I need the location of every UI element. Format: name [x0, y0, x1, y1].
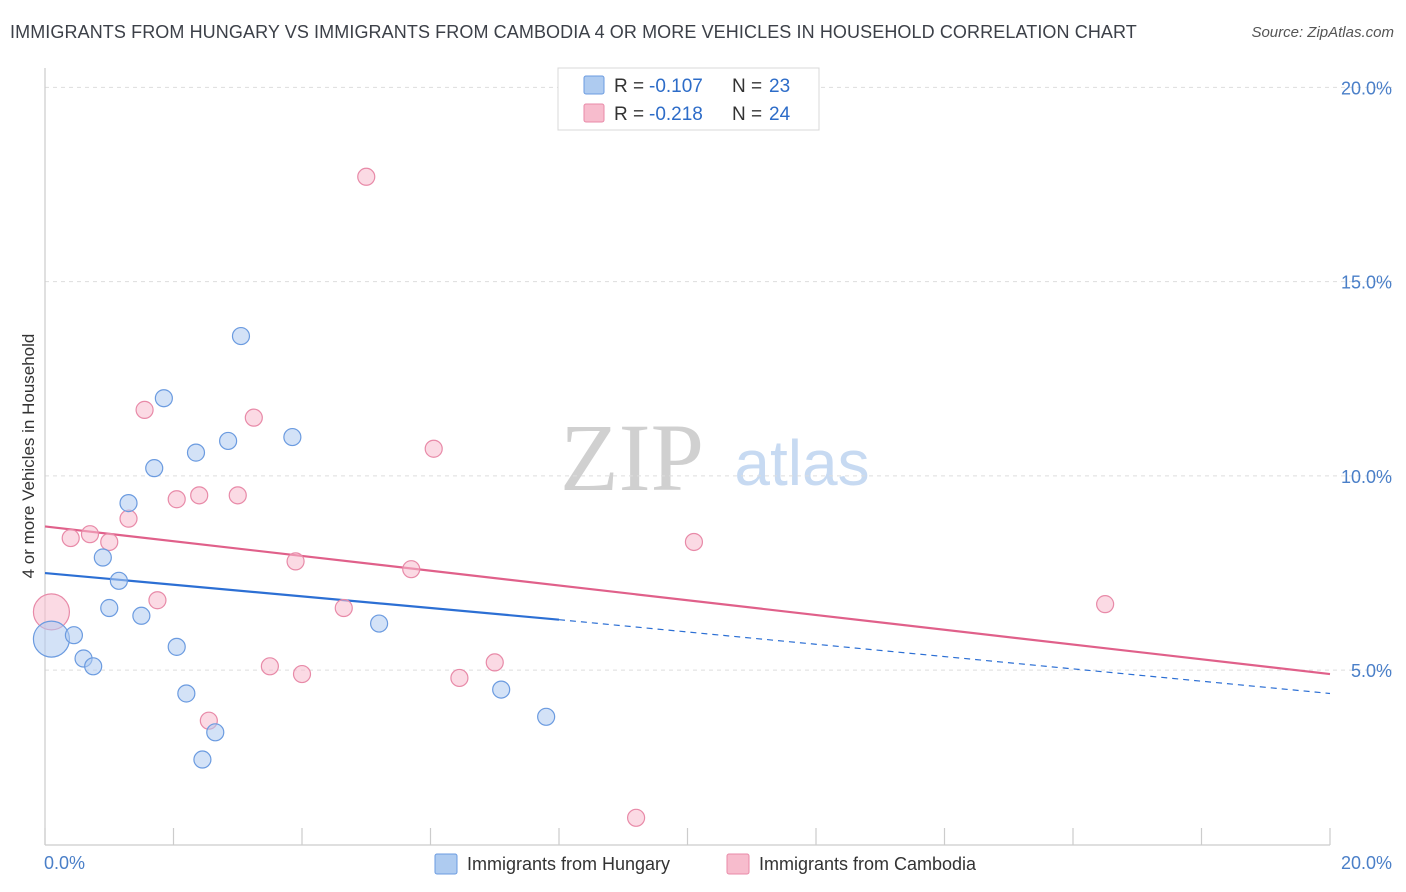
- data-point-cambodia: [357, 167, 376, 186]
- bottom-legend-label-hungary: Immigrants from Hungary: [467, 854, 670, 874]
- chart-title: IMMIGRANTS FROM HUNGARY VS IMMIGRANTS FR…: [10, 22, 1137, 42]
- data-point-hungary: [167, 637, 186, 656]
- data-point-cambodia: [1096, 595, 1115, 614]
- grid-lines: [45, 86, 1392, 671]
- legend-n-label-cambodia: N =: [732, 104, 762, 125]
- data-point-hungary: [231, 326, 251, 346]
- data-point-cambodia: [228, 486, 247, 505]
- data-point-hungary: [64, 626, 84, 645]
- data-point-cambodia: [100, 532, 119, 552]
- data-point-cambodia: [424, 439, 443, 458]
- x-tick-label-min: 0.0%: [44, 853, 85, 873]
- data-point-cambodia: [119, 509, 138, 528]
- y-tick-label: 15.0%: [1341, 273, 1392, 293]
- bottom-legend-label-cambodia: Immigrants from Cambodia: [759, 854, 977, 874]
- legend-n-label-hungary: N =: [732, 76, 762, 97]
- legend-r-value-hungary: -0.107: [649, 76, 703, 97]
- data-point-cambodia: [626, 808, 646, 827]
- source-label: Source: ZipAtlas.com: [1251, 24, 1394, 41]
- data-point-hungary: [186, 443, 206, 462]
- y-tick-labels: 5.0% 10.0% 15.0% 20.0%: [1341, 78, 1392, 681]
- data-point-cambodia: [286, 552, 305, 571]
- data-point-cambodia: [148, 591, 167, 610]
- data-point-hungary: [32, 620, 71, 658]
- data-point-cambodia: [190, 486, 209, 505]
- data-points: [32, 167, 1115, 827]
- data-point-hungary: [154, 389, 173, 408]
- legend-n-value-hungary: 23: [769, 76, 790, 97]
- watermark-zip: ZIP: [560, 404, 704, 511]
- trend-line-hungary-extension: [558, 619, 1331, 695]
- data-point-hungary: [492, 680, 511, 699]
- bottom-legend-swatch-hungary: [434, 853, 458, 875]
- legend-r-value-cambodia: -0.218: [649, 104, 703, 125]
- y-axis-label: 4 or more Vehicles in Household: [19, 334, 38, 579]
- y-tick-label: 10.0%: [1341, 467, 1392, 487]
- legend-swatch-hungary: [583, 75, 605, 95]
- data-point-cambodia: [402, 560, 421, 579]
- data-point-hungary: [193, 750, 212, 769]
- y-tick-label: 20.0%: [1341, 78, 1392, 98]
- data-point-hungary: [370, 614, 389, 633]
- data-point-hungary: [145, 459, 164, 478]
- watermark-atlas: atlas: [734, 427, 869, 499]
- data-point-cambodia: [244, 408, 263, 427]
- data-point-cambodia: [167, 490, 186, 509]
- data-point-hungary: [537, 707, 556, 726]
- data-point-hungary: [283, 427, 302, 447]
- data-point-hungary: [219, 431, 238, 451]
- trend-line-cambodia: [44, 525, 1331, 676]
- data-point-cambodia: [80, 525, 100, 544]
- data-point-cambodia: [61, 528, 80, 548]
- data-point-cambodia: [292, 664, 312, 684]
- data-point-cambodia: [450, 668, 469, 688]
- data-point-cambodia: [485, 653, 504, 672]
- x-ticks: [44, 828, 1331, 845]
- data-point-hungary: [206, 723, 225, 742]
- data-point-hungary: [119, 494, 138, 513]
- legend-r-label-hungary: R =: [614, 76, 644, 97]
- trend-lines: [44, 525, 1331, 695]
- data-point-hungary: [132, 606, 151, 625]
- data-point-hungary: [84, 657, 103, 676]
- x-tick-label-max: 20.0%: [1341, 853, 1392, 873]
- data-point-hungary: [109, 571, 128, 590]
- series-legend: Immigrants from Hungary Immigrants from …: [434, 853, 977, 875]
- data-point-hungary: [93, 548, 112, 567]
- correlation-legend: R = -0.107 N = 23 R = -0.218 N = 24: [557, 67, 820, 131]
- data-point-hungary: [177, 684, 196, 703]
- legend-r-label-cambodia: R =: [614, 104, 644, 125]
- trend-line-hungary: [44, 571, 560, 621]
- data-point-cambodia: [260, 657, 279, 676]
- data-point-cambodia: [334, 598, 353, 618]
- legend-n-value-cambodia: 24: [769, 104, 791, 125]
- data-point-hungary: [100, 598, 119, 618]
- bottom-legend-swatch-cambodia: [726, 853, 750, 875]
- data-point-cambodia: [684, 532, 704, 552]
- legend-swatch-cambodia: [583, 103, 605, 123]
- y-tick-label: 5.0%: [1351, 661, 1392, 681]
- data-point-cambodia: [135, 400, 154, 419]
